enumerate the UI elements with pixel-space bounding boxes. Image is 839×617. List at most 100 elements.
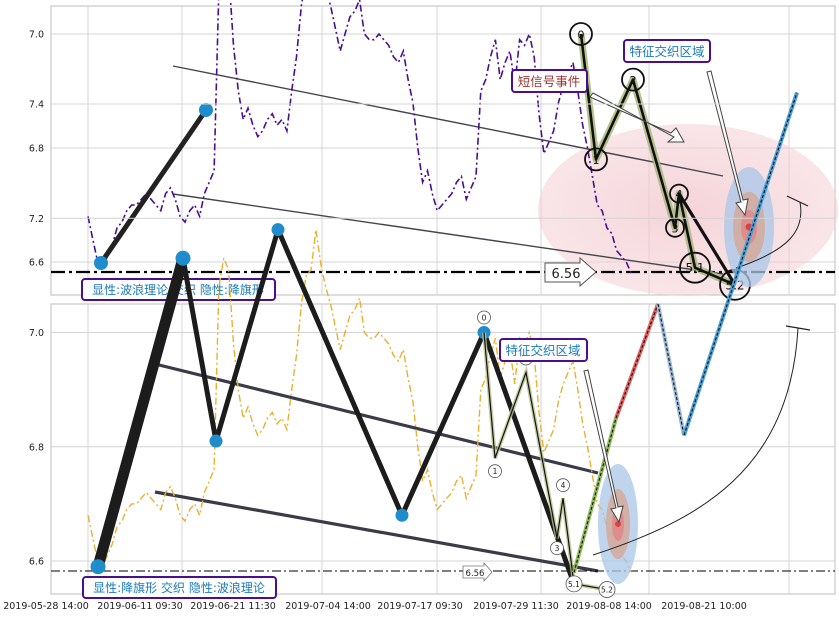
y-tick-label: 7.0 bbox=[29, 30, 44, 41]
top-wave-label: 3 bbox=[672, 222, 679, 235]
top-price-marker: 6.56 bbox=[544, 256, 597, 288]
y-tick-label: 6.6 bbox=[29, 258, 44, 269]
top-channel-lower bbox=[172, 193, 724, 275]
bottom-wave-marker-ring bbox=[477, 310, 491, 325]
bottom-wave-marker-ring bbox=[550, 541, 564, 556]
bottom-wave-marker: 5.2 bbox=[598, 581, 616, 598]
bottom-wave-marker-ring bbox=[565, 575, 583, 593]
bottom-target-dot bbox=[615, 521, 621, 527]
top-channel-lines bbox=[172, 65, 724, 275]
bottom-price-marker-box bbox=[462, 561, 493, 583]
bottom-wave-marker-ring bbox=[488, 464, 502, 479]
short-signal-label: 短信号事件 bbox=[518, 74, 581, 89]
top-price-marker-box bbox=[544, 256, 597, 288]
top-channel-upper bbox=[172, 65, 724, 177]
top-wave-marker-ring bbox=[621, 67, 645, 92]
flag-pivot bbox=[271, 223, 285, 237]
bottom-wave-label: 5.2 bbox=[601, 586, 613, 595]
bottom-price-marker: 6.56 bbox=[462, 561, 493, 583]
bottom-wave-label: 3 bbox=[555, 544, 560, 553]
bottom-feature-zone-box: 特征交织区域 bbox=[499, 338, 588, 362]
bottom-caption-box: 显性:降旗形 交织 隐性:波浪理论 bbox=[82, 576, 277, 599]
projection-segment-core bbox=[615, 303, 659, 419]
short-signal-arrow bbox=[589, 92, 685, 143]
bottom-wave-marker-ring bbox=[598, 581, 616, 598]
top-wave-label: 5.1 bbox=[685, 261, 704, 275]
bottom-channel-lower bbox=[154, 490, 599, 573]
bottom-wave-marker-ring bbox=[556, 478, 570, 493]
top-feature-zone-box: 特征交织区域 bbox=[623, 39, 711, 63]
top-projection-cap bbox=[786, 195, 809, 207]
bottom-caption-frame bbox=[82, 576, 277, 599]
top-wave-marker-ring bbox=[669, 183, 689, 204]
bottom-y-axis: 6.6 6.8 7.0 7.2 7.4 bbox=[29, 100, 44, 568]
projection-segment-core bbox=[657, 303, 685, 436]
bottom-feature-zone-frame bbox=[499, 338, 588, 362]
top-wave-marker: 5.1 bbox=[679, 251, 711, 284]
bottom-projection bbox=[572, 91, 799, 573]
bottom-wave-label: 1 bbox=[493, 467, 498, 476]
top-feature-arrow bbox=[706, 70, 749, 217]
bottom-wave-label: 5.1 bbox=[568, 580, 580, 589]
flag-leg bbox=[275, 227, 405, 518]
top-wave-label: 0 bbox=[578, 29, 585, 42]
flag-pivot bbox=[209, 434, 223, 448]
y-tick-label: 7.2 bbox=[29, 214, 44, 225]
bottom-wave-marker: 1 bbox=[488, 464, 502, 479]
x-tick-label: 2019-06-11 09:30 bbox=[97, 601, 183, 612]
x-tick-label: 2019-07-04 14:00 bbox=[285, 601, 371, 612]
flag-leg bbox=[213, 227, 281, 444]
top-wave-marker-ring bbox=[679, 251, 711, 284]
flag-leg bbox=[180, 255, 219, 444]
bottom-wave-marker: 3 bbox=[550, 541, 564, 556]
flag-pivot bbox=[175, 250, 191, 266]
short-signal-box: 短信号事件 bbox=[511, 69, 588, 93]
short-signal-box-frame bbox=[511, 69, 588, 93]
y-tick-label: 7.4 bbox=[29, 100, 44, 111]
bottom-price-marker-label: 6.56 bbox=[466, 569, 485, 579]
bottom-projection-arc bbox=[592, 327, 799, 556]
bottom-feature-arrow bbox=[583, 369, 624, 524]
top-wave-marker: 3 bbox=[665, 217, 685, 238]
bottom-wave-label: 4 bbox=[561, 481, 566, 490]
bottom-caption-label: 显性:降旗形 交织 隐性:波浪理论 bbox=[93, 580, 265, 595]
top-wave-label: 1 bbox=[593, 154, 600, 167]
top-impulse-leg bbox=[98, 108, 209, 265]
top-pivot-start bbox=[94, 256, 108, 270]
bottom-channel-lines bbox=[154, 362, 599, 573]
bottom-channel-upper bbox=[154, 362, 599, 475]
top-wave-line bbox=[579, 33, 736, 286]
bottom-panel: 6.6 6.8 7.0 7.2 7.4 2019-05-28 14:00 2019-06-… bbox=[3, 91, 836, 612]
top-feature-zone-frame bbox=[623, 39, 711, 63]
top-wave-marker-ring bbox=[584, 147, 608, 172]
x-tick-label: 2019-05-28 14:00 bbox=[3, 601, 89, 612]
y-tick-label: 6.8 bbox=[29, 442, 44, 453]
y-tick-label: 7.0 bbox=[29, 328, 44, 339]
top-projection-arc bbox=[735, 201, 802, 269]
top-price-series bbox=[87, 0, 632, 274]
flag-pivot bbox=[90, 559, 106, 575]
x-tick-label: 2019-08-08 14:00 bbox=[566, 601, 652, 612]
flag-leg bbox=[399, 330, 487, 518]
bottom-grid bbox=[51, 103, 835, 594]
bottom-wave-marker: 0 bbox=[477, 310, 491, 325]
top-wave-extension bbox=[677, 192, 737, 286]
y-tick-label: 6.6 bbox=[29, 557, 44, 568]
bottom-wave-marker: 4 bbox=[556, 478, 570, 493]
top-y-axis: 6.6 6.8 7.0 7.2 7.4 bbox=[29, 30, 44, 269]
top-wave-marker: 4 bbox=[669, 183, 689, 204]
bottom-feature-zone-label: 特征交织区域 bbox=[505, 343, 580, 358]
bottom-wave-label: 0 bbox=[482, 314, 487, 323]
bottom-x-axis: 2019-05-28 14:00 2019-06-11 09:30 2019-06-… bbox=[3, 601, 747, 612]
x-tick-label: 2019-07-29 11:30 bbox=[473, 601, 559, 612]
top-pivot-peak bbox=[199, 103, 213, 117]
top-wave-marker: 2 bbox=[621, 67, 645, 92]
top-wave-marker-ring bbox=[665, 217, 685, 238]
projection-segment-core bbox=[683, 92, 798, 436]
x-tick-label: 2019-06-21 11:30 bbox=[190, 601, 276, 612]
bottom-projection-cap bbox=[785, 325, 811, 331]
top-wave-marker-ring bbox=[569, 22, 593, 46]
